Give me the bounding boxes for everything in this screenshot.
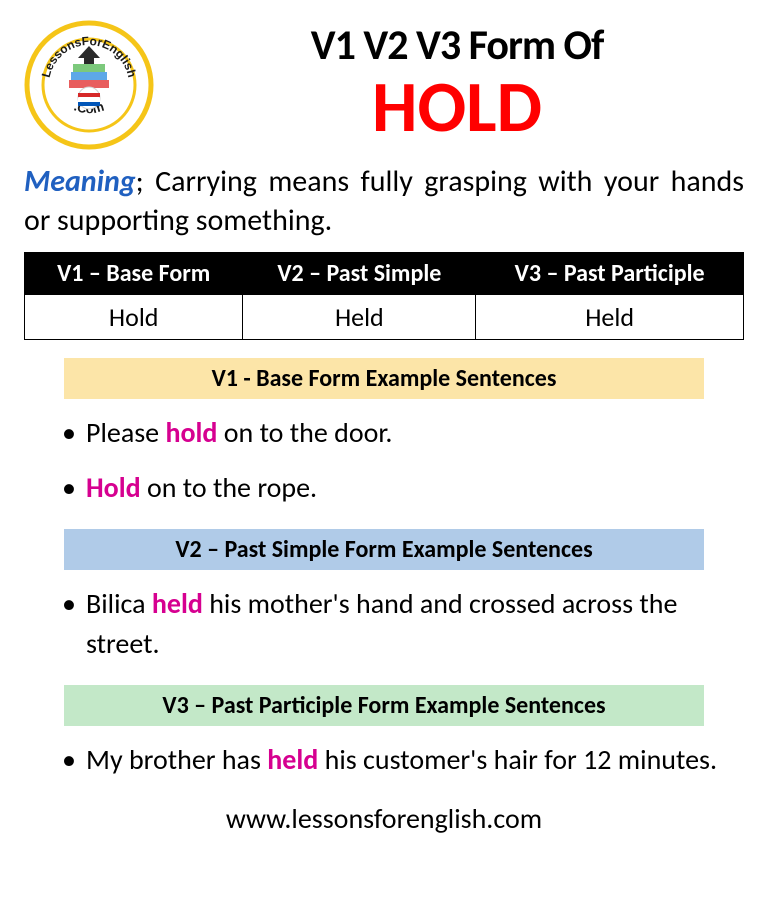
th-v2: V2 – Past Simple [243, 253, 476, 295]
meaning-label: Meaning [24, 163, 136, 200]
highlight-word: Hold [86, 470, 141, 505]
list-item: Bilica held his mother's hand and crosse… [62, 584, 744, 662]
td-v1: Hold [25, 295, 243, 340]
list-item: Hold on to the rope. [62, 468, 744, 507]
title-word: HOLD [170, 71, 744, 143]
highlight-word: held [267, 742, 318, 777]
example-list-v2: Bilica held his mother's hand and crosse… [24, 584, 744, 662]
example-list-v3: My brother has held his customer's hair … [24, 740, 744, 779]
footer-url: www.lessonsforenglish.com [24, 801, 744, 836]
list-item: Please hold on to the door. [62, 413, 744, 452]
sentence-post: on to the rope. [141, 470, 317, 505]
section-heading-v1: V1 - Base Form Example Sentences [64, 358, 704, 399]
table-row: Hold Held Held [25, 295, 744, 340]
title-block: V1 V2 V3 Form Of HOLD [170, 20, 744, 143]
td-v3: Held [476, 295, 744, 340]
highlight-word: held [152, 586, 203, 621]
sentence-post: his customer's hair for 12 minutes. [318, 742, 717, 777]
sentence-pre: My brother has [86, 742, 267, 777]
table-header-row: V1 – Base Form V2 – Past Simple V3 – Pas… [25, 253, 744, 295]
sentence-post: on to the door. [217, 415, 392, 450]
site-logo: LessonsForEnglish .Com [24, 20, 154, 150]
sentence-pre: Please [86, 415, 165, 450]
header: LessonsForEnglish .Com V1 V2 V3 Form Of … [24, 20, 744, 150]
list-item: My brother has held his customer's hair … [62, 740, 744, 779]
th-v1: V1 – Base Form [25, 253, 243, 295]
section-heading-v2: V2 – Past Simple Form Example Sentences [64, 529, 704, 570]
highlight-word: hold [165, 415, 217, 450]
meaning-block: Meaning; Carrying means fully grasping w… [24, 162, 744, 240]
example-list-v1: Please hold on to the door. Hold on to t… [24, 413, 744, 507]
section-heading-v3: V3 – Past Participle Form Example Senten… [64, 685, 704, 726]
th-v3: V3 – Past Participle [476, 253, 744, 295]
verb-forms-table: V1 – Base Form V2 – Past Simple V3 – Pas… [24, 252, 744, 340]
td-v2: Held [243, 295, 476, 340]
sentence-pre: Bilica [86, 586, 152, 621]
